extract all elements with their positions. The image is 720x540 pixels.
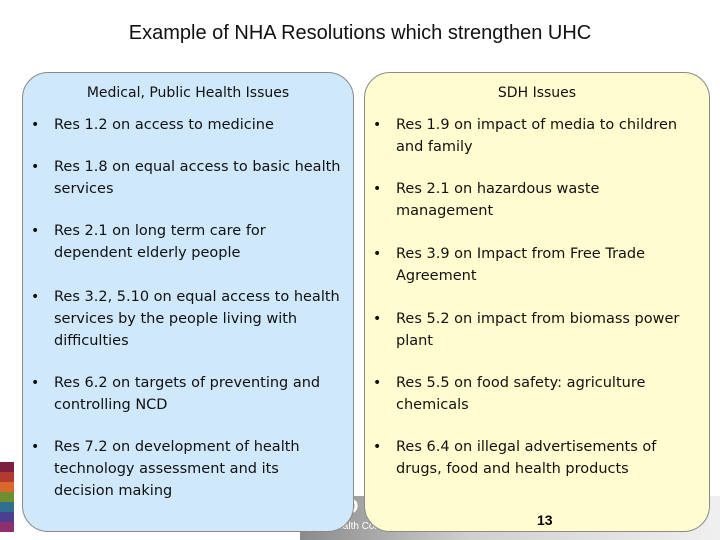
- list-item-text: Res 5.5 on food safety: agriculture chem…: [396, 375, 646, 413]
- strip-segment: [0, 462, 14, 472]
- bullet-icon: •: [373, 246, 382, 262]
- list-item: • Res 7.2 on development of health techn…: [23, 436, 353, 502]
- list-item-text: Res 2.1 on hazardous waste management: [396, 181, 600, 219]
- list-item-text: Res 3.2, 5.10 on equal access to health …: [54, 289, 340, 349]
- medical-issues-panel: Medical, Public Health Issues • Res 1.2 …: [22, 72, 354, 532]
- strip-segment: [0, 502, 14, 512]
- list-item-text: Res 1.2 on access to medicine: [54, 117, 274, 133]
- list-item: • Res 6.2 on targets of preventing and c…: [23, 372, 353, 416]
- footer-subtitle: Health Comm: [330, 521, 392, 532]
- list-item: • Res 5.5 on food safety: agriculture ch…: [365, 372, 709, 416]
- bullet-icon: •: [31, 439, 40, 455]
- list-item: • Res 6.4 on illegal advertisements of d…: [365, 436, 709, 480]
- page-number: 13: [537, 512, 553, 528]
- sdh-issues-panel: SDH Issues • Res 1.9 on impact of media …: [364, 72, 710, 532]
- list-item: • Res 3.9 on Impact from Free Trade Agre…: [365, 243, 709, 287]
- panel-heading: SDH Issues: [497, 85, 577, 101]
- list-item-text: Res 1.9 on impact of media to children a…: [396, 117, 678, 155]
- panel-heading: Medical, Public Health Issues: [86, 85, 290, 101]
- strip-segment: [0, 482, 14, 492]
- list-item: • Res 1.2 on access to medicine: [23, 114, 353, 136]
- list-item-text: Res 2.1 on long term care for dependent …: [54, 223, 266, 261]
- strip-segment: [0, 472, 14, 482]
- list-item: • Res 2.1 on long term care for dependen…: [23, 220, 353, 264]
- bullet-icon: •: [373, 181, 382, 197]
- slide-title: Example of NHA Resolutions which strengt…: [128, 22, 592, 44]
- strip-segment: [0, 522, 14, 532]
- bullet-icon: •: [31, 223, 40, 239]
- strip-segment: [0, 512, 14, 522]
- list-item-text: Res 5.2 on impact from biomass power pla…: [396, 311, 680, 349]
- list-item-text: Res 6.2 on targets of preventing and con…: [54, 375, 321, 413]
- list-item: • Res 5.2 on impact from biomass power p…: [365, 308, 709, 352]
- bullet-icon: •: [31, 289, 40, 305]
- bullet-icon: •: [31, 159, 40, 175]
- list-item: • Res 1.9 on impact of media to children…: [365, 114, 709, 158]
- strip-segment: [0, 492, 14, 502]
- list-item-text: Res 1.8 on equal access to basic health …: [54, 159, 341, 197]
- list-item: • Res 3.2, 5.10 on equal access to healt…: [23, 286, 353, 352]
- list-item-text: Res 3.9 on Impact from Free Trade Agreem…: [396, 246, 646, 284]
- bullet-icon: •: [373, 311, 382, 327]
- list-item: • Res 2.1 on hazardous waste management: [365, 178, 709, 222]
- bullet-icon: •: [31, 117, 40, 133]
- list-item-text: Res 6.4 on illegal advertisements of dru…: [396, 439, 657, 477]
- bullet-icon: •: [373, 439, 382, 455]
- bullet-icon: •: [31, 375, 40, 391]
- list-item-text: Res 7.2 on development of health technol…: [54, 439, 300, 499]
- list-item: • Res 1.8 on equal access to basic healt…: [23, 156, 353, 200]
- bullet-icon: •: [373, 375, 382, 391]
- bullet-icon: •: [373, 117, 382, 133]
